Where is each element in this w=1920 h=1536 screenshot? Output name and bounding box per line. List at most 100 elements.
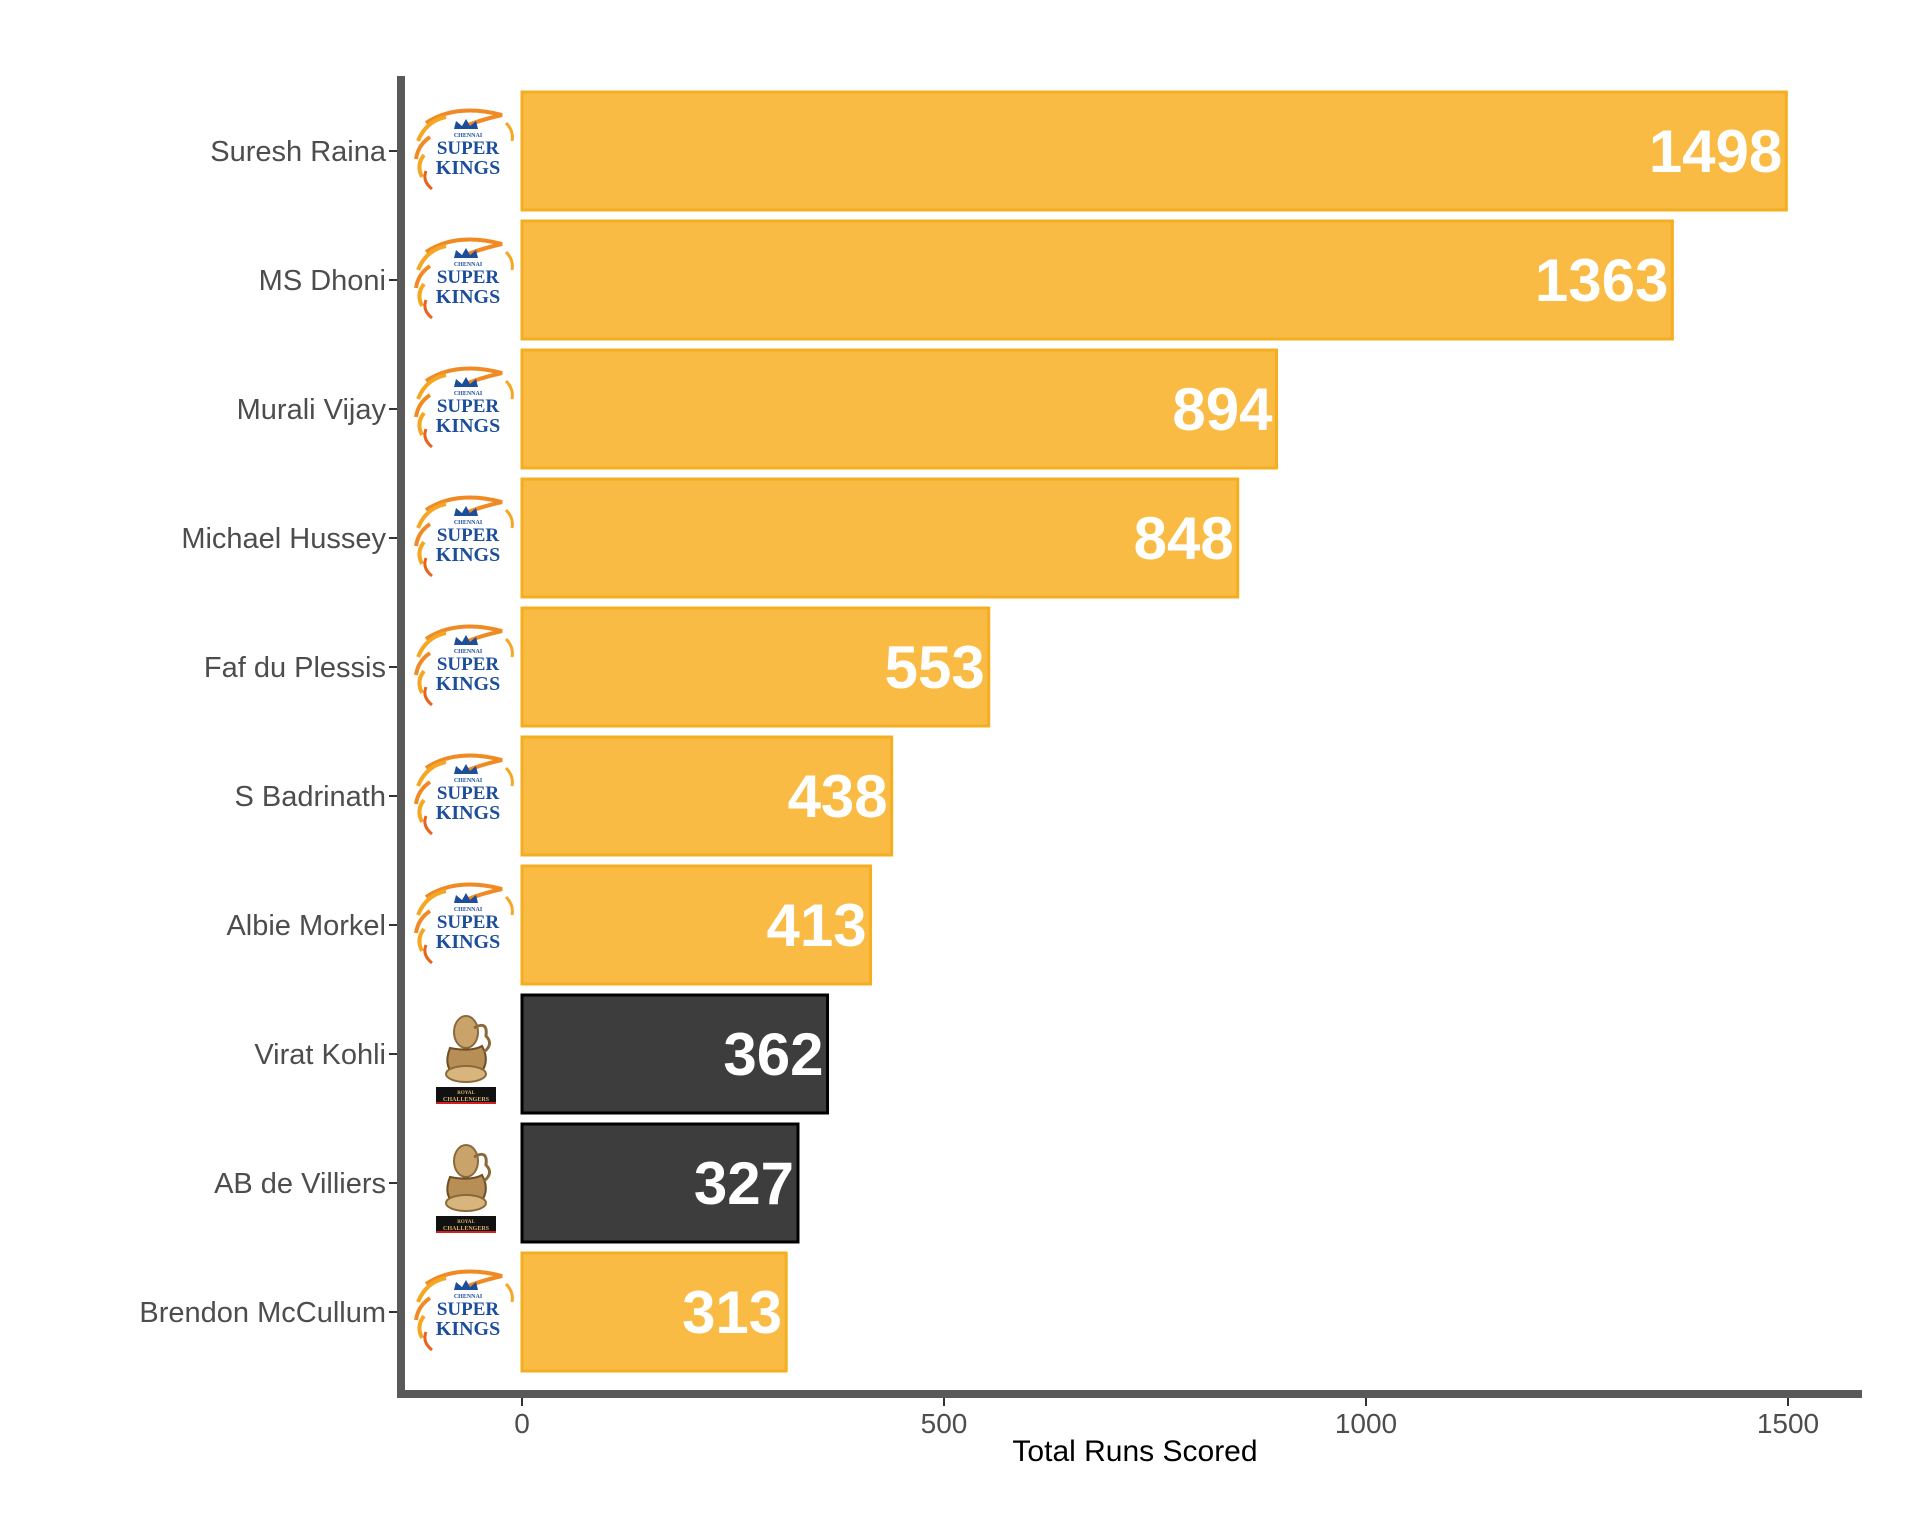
player-name-label: MS Dhoni	[259, 265, 386, 297]
mane-stroke	[504, 508, 514, 529]
logo-text: SUPER	[437, 912, 500, 933]
bar-value-label: 894	[1172, 376, 1273, 443]
crown-shape	[454, 119, 478, 129]
mane-stroke	[417, 669, 426, 694]
logo-text: SUPER	[437, 525, 500, 546]
logo-text: CHALLENGERS	[443, 1226, 490, 1232]
bar-value-label: 1363	[1535, 247, 1668, 314]
logo-text: KINGS	[436, 673, 500, 695]
bar	[520, 735, 894, 857]
logo-text: CHALLENGERS	[443, 1097, 490, 1103]
lion-head-shape	[453, 1144, 479, 1178]
logo-text: CHENNAI	[454, 907, 483, 913]
mane-stroke	[504, 250, 514, 271]
bar-value-label: 553	[885, 634, 985, 701]
mane-stroke	[414, 393, 432, 418]
crown-shape	[454, 1280, 478, 1290]
bar	[520, 219, 1674, 341]
bar	[520, 477, 1240, 599]
bar	[520, 348, 1279, 470]
player-name-label: Brendon McCullum	[139, 1297, 386, 1329]
mane-stroke	[416, 760, 447, 787]
bar-value-label: 327	[694, 1150, 794, 1217]
bar-value-label: 848	[1134, 505, 1234, 572]
crest-base-shape	[445, 1194, 487, 1212]
mane-stroke	[504, 379, 514, 400]
crown-shape	[454, 248, 478, 258]
logo-text: KINGS	[436, 931, 500, 953]
logo-text: KINGS	[436, 286, 500, 308]
mane-stroke	[417, 282, 426, 307]
crown-shape	[454, 506, 478, 516]
bar-value-label: 313	[682, 1279, 782, 1346]
player-name-label: Virat Kohli	[254, 1039, 386, 1071]
mane-stroke	[414, 909, 432, 934]
mane-stroke	[416, 1276, 447, 1303]
mane-stroke	[416, 115, 447, 142]
x-tick-label: 1000	[1335, 1408, 1397, 1439]
crown-shape	[454, 764, 478, 774]
mane-stroke	[423, 299, 433, 320]
bar	[520, 1251, 788, 1373]
x-tick-label: 1500	[1757, 1408, 1819, 1439]
lion-tail-shape	[473, 1023, 491, 1054]
player-name-label: S Badrinath	[234, 781, 386, 813]
bar	[520, 1122, 800, 1244]
logo-text: KINGS	[436, 544, 500, 566]
axes: 0 500 1000 1500	[389, 76, 1862, 1439]
logo-text: ROYAL	[457, 1220, 475, 1225]
bar-value-label: 1498	[1649, 118, 1782, 185]
logo-text: CHENNAI	[454, 520, 483, 526]
x-tick-label: 0	[514, 1408, 530, 1439]
mane-stroke	[423, 170, 433, 191]
logo-banner	[436, 1087, 496, 1103]
mane-stroke	[414, 264, 432, 289]
logo-text: CHENNAI	[454, 778, 483, 784]
mane-stroke	[414, 780, 432, 805]
logo-text: CHENNAI	[454, 262, 483, 268]
bar	[520, 90, 1788, 212]
lion-head-shape	[453, 1015, 479, 1049]
mane-stroke	[504, 637, 514, 658]
player-name-label: Suresh Raina	[210, 136, 387, 168]
player-name-label: AB de Villiers	[214, 1168, 386, 1200]
logo-text: CHENNAI	[454, 133, 483, 139]
mane-stroke	[414, 522, 432, 547]
bar	[520, 864, 873, 986]
lion-tail-shape	[473, 1152, 491, 1183]
mane-stroke	[416, 373, 447, 400]
mane-stroke	[417, 411, 426, 436]
crown-shape	[454, 635, 478, 645]
mane-stroke	[423, 1331, 433, 1352]
mane-stroke	[423, 428, 433, 449]
mane-stroke	[416, 502, 447, 529]
mane-stroke	[416, 631, 447, 658]
mane-stroke	[414, 651, 432, 676]
mane-stroke	[417, 927, 426, 952]
mane-stroke	[423, 686, 433, 707]
logo-text: CHENNAI	[454, 649, 483, 655]
mane-stroke	[417, 1314, 426, 1339]
mane-stroke	[423, 815, 433, 836]
logo-text: SUPER	[437, 138, 500, 159]
logo-text: SUPER	[437, 1299, 500, 1320]
logo-text: KINGS	[436, 1318, 500, 1340]
logo-text: KINGS	[436, 802, 500, 824]
mane-stroke	[416, 244, 447, 271]
x-axis-title: Total Runs Scored	[1012, 1435, 1257, 1468]
logo-text: SUPER	[437, 783, 500, 804]
logo-text: CHENNAI	[454, 391, 483, 397]
mane-stroke	[504, 895, 514, 916]
mane-stroke	[423, 944, 433, 965]
player-labels: Suresh Raina MS Dhoni Murali Vijay Michael …	[139, 136, 386, 1329]
